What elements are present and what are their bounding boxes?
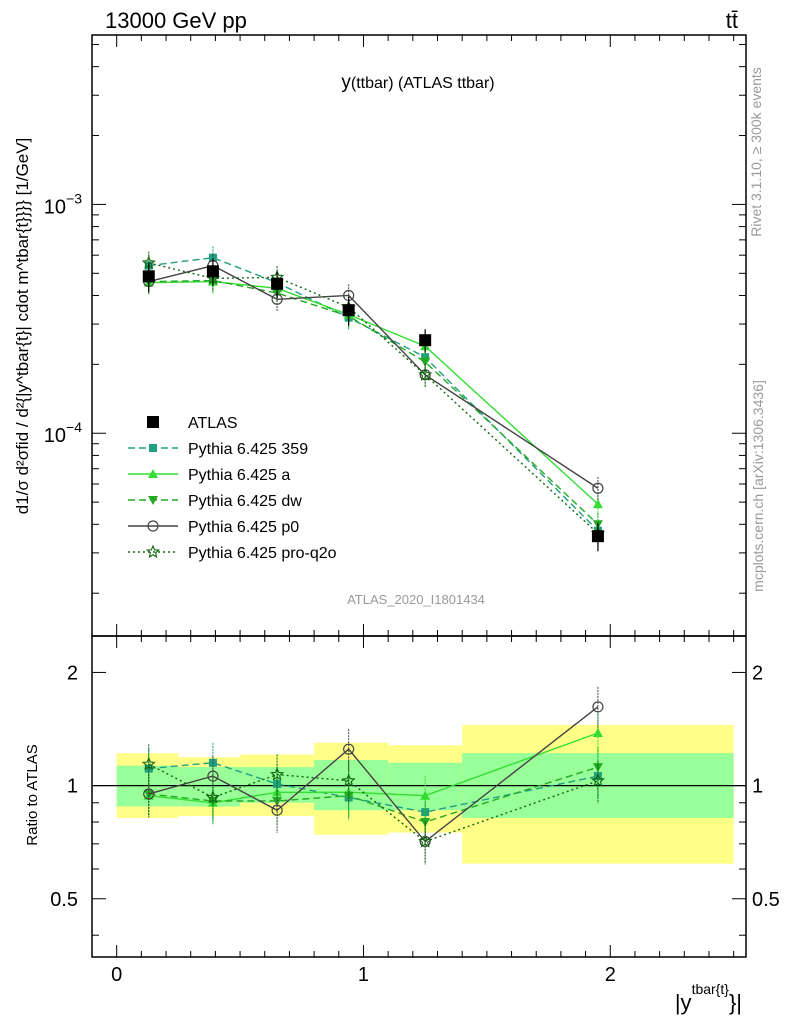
axes-layer: 0 1 2 10−3 10−4 0.5 0.5 1 1 2 2 [44, 34, 780, 986]
analysis-id: ATLAS_2020_I1801434 [347, 592, 485, 607]
series-pythia-6-425-dw-point [420, 357, 431, 367]
series-pythia-6-425-dw-ratio-point [343, 791, 354, 801]
series-pythia-6-425-359-ratio-point [273, 779, 282, 788]
series-pythia-6-425-pro-q2o-point [418, 367, 433, 381]
series-pythia-6-425-pro-q2o-line [148, 262, 599, 534]
atlas-point [271, 277, 284, 290]
series-pythia-6-425-359-ratio-line [148, 762, 599, 813]
header-right: tt̄ [726, 8, 738, 33]
legend: ATLAS Pythia 6.425 359 Pythia 6.425 a Pythi… [128, 415, 337, 562]
chart-title-main: y [341, 72, 351, 93]
upper-series-layer [141, 246, 605, 552]
series-pythia-6-425-dw-line [148, 279, 599, 525]
series-pythia-6-425-pro-q2o-ratio-point [205, 789, 220, 804]
chart-title-sub: (ttbar) (ATLAS ttbar) [351, 75, 495, 92]
y-tick-label-lower-left: 2 [67, 662, 78, 684]
series-pythia-6-425-dw-ratio-point [143, 789, 154, 799]
legend-entry-2-label: Pythia 6.425 a [188, 467, 290, 484]
chart-title: y(ttbar) (ATLAS ttbar) [341, 72, 494, 93]
legend-entry-3-marker [148, 496, 158, 505]
series-pythia-6-425-pro-q2o-ratio-point [590, 773, 605, 787]
atlas-point [591, 530, 604, 543]
atlas-point [419, 334, 432, 347]
series-pythia-6-425-p0-ratio-point [592, 701, 604, 713]
series-pythia-6-425-pro-q2o-ratio-line [148, 763, 599, 843]
lower-plot-frame [91, 635, 747, 958]
series-pythia-6-425-p0-ratio-line [148, 706, 599, 843]
x-axis-label: |ytbar{t}}| [675, 981, 742, 1015]
y-tick-label-lower-right: 0.5 [752, 889, 780, 911]
ratio-series-layer [92, 686, 746, 865]
y-tick-label-lower-right: 2 [752, 662, 763, 684]
y-tick-label-lower-left: 1 [67, 776, 78, 798]
x-axis-label-main: |y [675, 990, 692, 1015]
series-pythia-6-425-a-line [148, 280, 599, 505]
series-pythia-6-425-359-line [148, 256, 599, 532]
series-pythia-6-425-p0-line [148, 264, 599, 489]
legend-entry-5-marker [145, 544, 161, 559]
x-tick-label: 2 [605, 964, 616, 986]
series-pythia-6-425-pro-q2o-ratio-point [270, 767, 285, 781]
series-pythia-6-425-a-ratio-line [148, 732, 599, 804]
x-axis-label-end: }| [729, 990, 742, 1015]
series-pythia-6-425-pro-q2o-ratio-point [341, 773, 356, 787]
legend-entry-3-label: Pythia 6.425 dw [188, 493, 302, 510]
series-pythia-6-425-p0-ratio-point [143, 788, 155, 800]
y-axis-label-upper: d1/σ d²σfid / d²{|y^tbar{t}| cdot m^tbar… [13, 138, 32, 515]
legend-entry-0-label: ATLAS [188, 415, 238, 432]
series-pythia-6-425-pro-q2o-ratio-point [141, 756, 156, 771]
series-pythia-6-425-pro-q2o-ratio-point [418, 834, 433, 848]
header-left: 13000 GeV pp [105, 8, 247, 33]
y-tick-label-upper: 10−4 [44, 419, 82, 447]
legend-entry-1-label: Pythia 6.425 359 [188, 441, 308, 458]
legend-entry-0-marker [147, 416, 159, 428]
series-pythia-6-425-a-ratio-point [592, 728, 603, 738]
legend-entry-4-marker [147, 520, 159, 532]
series-pythia-6-425-p0-ratio-point [271, 804, 283, 816]
x-tick-label: 1 [358, 964, 369, 986]
y-tick-label-lower-right: 1 [752, 776, 763, 798]
rivet-label: Rivet 3.1.10, ≥ 300k events [748, 67, 764, 237]
y-axis-label-lower: Ratio to ATLAS [24, 744, 41, 845]
legend-entry-5-label: Pythia 6.425 pro-q2o [188, 545, 337, 562]
atlas-point [206, 265, 219, 278]
series-pythia-6-425-dw-ratio-line [148, 766, 599, 823]
y-tick-label-upper: 10−3 [44, 190, 82, 218]
legend-entry-1-marker [149, 444, 157, 452]
series-pythia-6-425-dw-ratio-point [272, 796, 283, 806]
atlas-point [142, 270, 155, 283]
series-pythia-6-425-p0-point [592, 482, 604, 494]
legend-entry-2-marker [148, 469, 158, 478]
x-tick-label: 0 [111, 964, 122, 986]
y-tick-label-lower-left: 0.5 [50, 889, 78, 911]
series-pythia-6-425-p0-ratio-point [343, 743, 355, 755]
mcplots-label: mcplots.cern.ch [arXiv:1306.3436] [750, 380, 766, 592]
series-pythia-6-425-a-point [592, 499, 603, 509]
x-axis-label-sup: tbar{t} [692, 981, 730, 997]
series-pythia-6-425-a-ratio-point [420, 790, 431, 800]
legend-entry-4-label: Pythia 6.425 p0 [188, 519, 299, 536]
atlas-point [342, 304, 355, 317]
